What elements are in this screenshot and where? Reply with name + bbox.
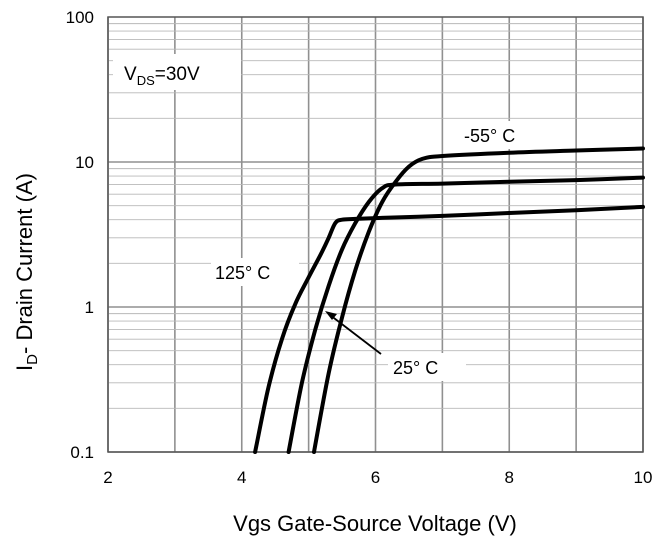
series-line-minus55c	[312, 146, 645, 454]
y-axis-label: ID- Drain Current (A)	[12, 173, 41, 371]
y-tick-label: 100	[66, 8, 94, 27]
annotation-25c-label: 25° C	[393, 358, 438, 378]
annotation-25c: 25° C	[325, 311, 466, 381]
x-axis-label: Vgs Gate-Source Voltage (V)	[233, 511, 517, 536]
annotation-125c-label: 125° C	[215, 263, 270, 283]
series-line-125c	[253, 204, 645, 454]
x-tick-label: 6	[371, 468, 380, 487]
vds-condition-label: VDS=30V	[124, 64, 200, 88]
plot-frame	[107, 16, 644, 453]
annotation-25c-leader	[329, 314, 382, 355]
vds-condition-box: VDS=30V	[113, 54, 241, 90]
y-tick-label: 10	[75, 153, 94, 172]
x-tick-labels: 2 4 6 8 10	[103, 468, 652, 487]
y-tick-label: 1	[85, 298, 94, 317]
series-line-25c	[286, 175, 645, 454]
annotation-minus55c: -55° C	[458, 121, 554, 149]
series-layer	[253, 146, 645, 454]
x-tick-label: 4	[237, 468, 246, 487]
x-tick-label: 10	[634, 468, 653, 487]
y-tick-label: 0.1	[70, 443, 94, 462]
x-tick-label: 8	[505, 468, 514, 487]
y-tick-labels: 0.1 1 10 100	[66, 8, 94, 462]
x-tick-label: 2	[103, 468, 112, 487]
annotation-minus55c-label: -55° C	[464, 126, 515, 146]
annotation-125c: 125° C	[211, 258, 299, 286]
annotation-25c-arrowhead	[325, 311, 337, 320]
